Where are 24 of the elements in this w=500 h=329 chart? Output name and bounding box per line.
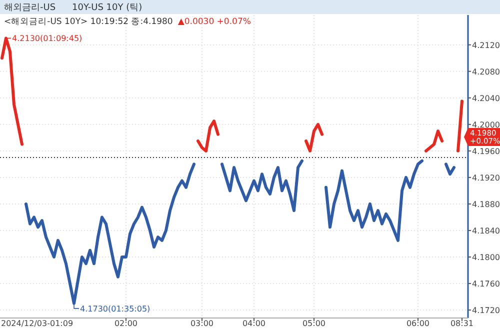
y-tick-label: 4.2120 [472, 40, 500, 50]
y-tick-label: 4.1920 [472, 173, 500, 182]
annotation: <해외금리-US 10Y> 10:19:52 종:4.1980 [4, 17, 173, 27]
text: 2024/12/03-01:09 [1, 319, 74, 328]
chart-subtitle: 10Y-US 10Y (틱) [72, 3, 142, 13]
y-tick-label: 4.1760 [472, 280, 500, 289]
chart-title: 해외금리-US [4, 3, 56, 13]
annotation: 4.1730(01:35:05) [80, 304, 150, 314]
y-tick-label: 4.2040 [472, 94, 500, 103]
x-tick-label: 02:00 [114, 319, 138, 328]
y-tick-label: 4.1800 [472, 253, 500, 262]
x-tick-label: 04:00 [242, 319, 266, 328]
y-tick-label: 4.1880 [472, 200, 500, 209]
y-tick-label: 4.2000 [472, 120, 500, 130]
y-tick-label: 4.1720 [472, 306, 500, 316]
x-tick-label: 03:00 [190, 319, 214, 328]
y-tick-label: 4.1960 [472, 146, 500, 156]
annotation: 4.2130(01:09:45) [12, 34, 82, 44]
y-tick-label: 4.1840 [472, 226, 500, 236]
annotation: ▲0.0030 +0.07% [178, 17, 251, 27]
x-tick-label: 08:31 [450, 319, 474, 328]
x-tick-label: 06:00 [406, 319, 430, 328]
y-tick-label: 4.2080 [472, 67, 500, 76]
x-tick-label: 05:00 [302, 319, 326, 328]
